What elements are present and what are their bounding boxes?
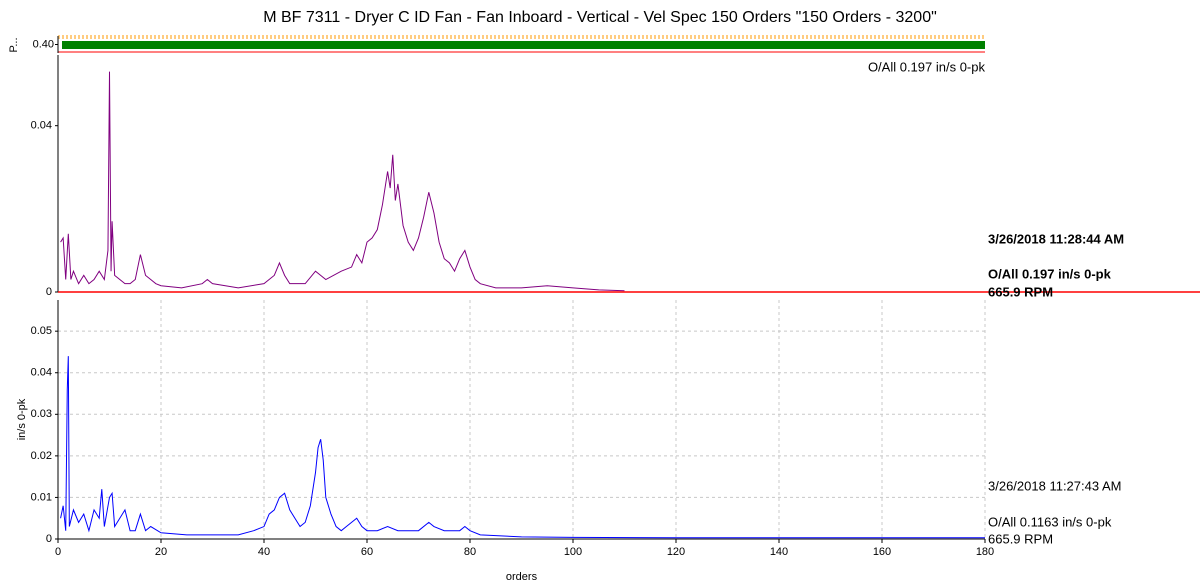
- y-tick-label: 0.04: [31, 120, 52, 132]
- side-label: O/All 0.197 in/s 0-pk: [988, 266, 1112, 281]
- y-tick-label: 0.03: [31, 408, 52, 420]
- y-tick-label: 0.04: [31, 367, 52, 379]
- status-band: [62, 41, 985, 49]
- overall-label: O/All 0.197 in/s 0-pk: [868, 59, 986, 74]
- spectrum-line: [60, 71, 625, 292]
- y-axis-label: in/s 0-pk: [16, 398, 28, 440]
- x-tick-label: 180: [976, 546, 994, 558]
- y-tick-label: 0: [46, 286, 52, 298]
- x-axis-label: orders: [506, 571, 538, 583]
- x-tick-label: 120: [667, 546, 685, 558]
- y-axis-label: P...: [8, 37, 20, 52]
- y-tick-label: 0.02: [31, 450, 52, 462]
- y-tick-label: 0.40: [33, 38, 54, 50]
- x-tick-label: 100: [564, 546, 582, 558]
- x-tick-label: 40: [258, 546, 270, 558]
- side-label: 3/26/2018 11:28:44 AM: [988, 231, 1124, 246]
- side-label: 3/26/2018 11:27:43 AM: [988, 478, 1121, 493]
- x-tick-label: 80: [464, 546, 476, 558]
- x-tick-label: 20: [155, 546, 167, 558]
- side-label: 665.9 RPM: [988, 531, 1053, 546]
- y-tick-label: 0: [46, 533, 52, 545]
- x-tick-label: 60: [361, 546, 373, 558]
- x-tick-label: 0: [55, 546, 61, 558]
- side-label: 665.9 RPM: [988, 284, 1053, 299]
- x-tick-label: 140: [770, 546, 788, 558]
- spectrum-line: [60, 356, 985, 539]
- y-tick-label: 0.05: [31, 325, 52, 337]
- side-label: O/All 0.1163 in/s 0-pk: [988, 514, 1112, 529]
- y-tick-label: 0.01: [31, 491, 52, 503]
- chart-title: M BF 7311 - Dryer C ID Fan - Fan Inboard…: [263, 9, 937, 26]
- x-tick-label: 160: [873, 546, 891, 558]
